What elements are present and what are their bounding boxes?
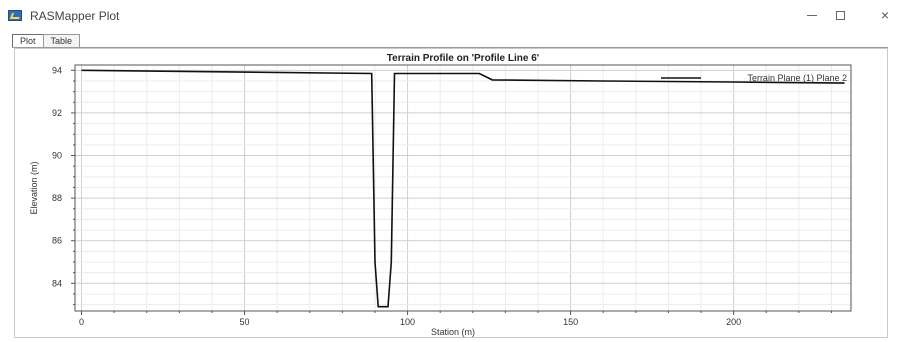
series-layer — [81, 69, 845, 308]
y-axis-label: Elevation (m) — [29, 161, 39, 214]
terrain-profile-line — [81, 69, 845, 308]
plot-area-frame — [74, 64, 852, 312]
minimize-button[interactable] — [797, 6, 827, 24]
x-axis-label: Station (m) — [431, 327, 475, 337]
x-tick-label: 200 — [726, 317, 741, 327]
maximize-icon — [835, 10, 845, 20]
y-tick-label: 94 — [52, 65, 62, 75]
grid — [75, 65, 851, 311]
tab-table[interactable]: Table — [42, 34, 81, 47]
tab-divider — [12, 47, 888, 48]
tab-bar: Plot Table — [12, 34, 81, 48]
terrain-profile-chart[interactable]: 0 50 100 150 200 84 86 88 90 92 94 Terrain Profile… — [15, 49, 887, 337]
window-title: RASMapper Plot — [30, 9, 120, 23]
chart-title: Terrain Profile on 'Profile Line 6' — [387, 53, 539, 64]
axis-ticks: 0 50 100 150 200 84 86 88 90 92 94 — [52, 65, 832, 327]
maximize-button[interactable] — [825, 6, 855, 24]
chart-panel: 0 50 100 150 200 84 86 88 90 92 94 Terrain Profile… — [14, 48, 888, 338]
y-tick-label: 92 — [52, 108, 62, 118]
close-icon: × — [880, 7, 890, 23]
y-tick-label: 84 — [52, 278, 62, 288]
tab-plot[interactable]: Plot — [12, 34, 44, 47]
rasmapper-app-icon — [8, 10, 22, 21]
y-tick-label: 90 — [52, 151, 62, 161]
x-tick-label: 50 — [240, 317, 250, 327]
minimize-icon — [807, 14, 817, 16]
x-tick-label: 100 — [400, 317, 415, 327]
x-tick-label: 0 — [79, 317, 84, 327]
close-button[interactable]: × — [870, 6, 900, 24]
legend-entry: Terrain Plane (1) Plane 2 — [747, 73, 847, 83]
y-tick-label: 88 — [52, 193, 62, 203]
x-tick-label: 150 — [563, 317, 578, 327]
y-tick-label: 86 — [52, 236, 62, 246]
title-bar[interactable]: RASMapper Plot × — [0, 0, 900, 30]
